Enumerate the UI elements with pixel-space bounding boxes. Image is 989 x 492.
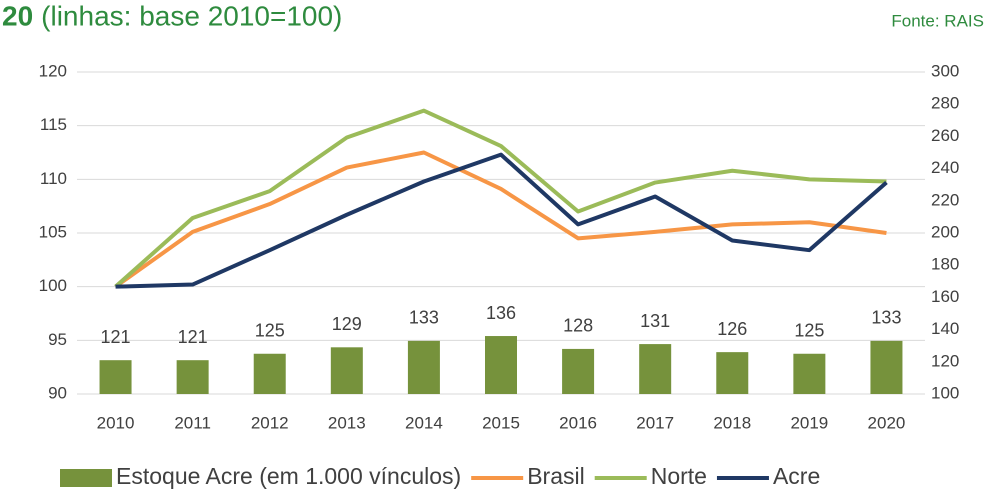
x-tick-label: 2015	[482, 413, 520, 432]
y-tick-label: 95	[48, 330, 67, 349]
bar	[870, 340, 903, 394]
bar	[99, 360, 132, 394]
data-label: 133	[871, 308, 901, 328]
legend-label: Acre	[773, 463, 820, 489]
x-tick-label: 2011	[174, 413, 211, 432]
data-label: 126	[717, 319, 747, 339]
data-label: 136	[486, 303, 516, 323]
x-tick-label: 2012	[251, 413, 289, 432]
y-tick-label: 110	[40, 169, 67, 188]
y2-tick-label: 200	[931, 222, 959, 241]
bar	[716, 352, 749, 394]
line	[115, 152, 888, 289]
x-tick-label: 2018	[713, 413, 751, 432]
y2-tick-label: 160	[931, 287, 959, 306]
chart-title-bold: 20	[2, 0, 33, 31]
bar	[793, 353, 826, 394]
bar	[330, 347, 363, 394]
data-label: 121	[101, 327, 131, 347]
line	[114, 150, 887, 289]
data-label: 129	[332, 314, 362, 334]
line	[114, 108, 887, 289]
bar	[407, 340, 440, 394]
y-tick-label: 120	[39, 61, 67, 80]
chart-title: (linhas: base 2010=100)	[41, 0, 342, 31]
y2-tick-label: 300	[931, 61, 959, 80]
y2-tick-label: 180	[931, 255, 959, 274]
data-label: 125	[255, 321, 285, 341]
legend-label: Estoque Acre (em 1.000 vínculos)	[116, 463, 461, 489]
x-tick-label: 2016	[559, 413, 597, 432]
x-tick-label: 2017	[636, 413, 674, 432]
bar	[639, 344, 672, 394]
x-tick-label: 2019	[790, 413, 828, 432]
y-tick-label: 90	[48, 383, 67, 402]
y2-tick-label: 280	[931, 94, 959, 113]
y2-tick-label: 120	[931, 351, 959, 370]
bar	[562, 348, 595, 394]
bar	[485, 336, 517, 394]
data-label: 125	[794, 321, 824, 341]
x-tick-label: 2013	[328, 413, 366, 432]
legend-swatch	[60, 469, 112, 487]
y2-tick-label: 240	[931, 158, 959, 177]
x-tick-label: 2010	[97, 413, 135, 432]
y-tick-label: 105	[39, 222, 67, 241]
y2-tick-label: 220	[931, 190, 959, 209]
y2-tick-label: 140	[931, 319, 959, 338]
source: Fonte: RAIS	[891, 11, 984, 30]
y2-tick-label: 100	[931, 383, 959, 402]
x-tick-label: 2020	[868, 413, 906, 432]
bar	[253, 353, 286, 394]
data-label: 128	[563, 316, 593, 336]
y2-tick-label: 260	[931, 126, 959, 145]
data-label: 133	[409, 308, 439, 328]
legend-label: Norte	[651, 463, 707, 489]
x-tick-label: 2014	[405, 413, 443, 432]
data-label: 131	[640, 311, 670, 331]
y-tick-label: 100	[39, 276, 67, 295]
legend-label: Brasil	[527, 463, 585, 489]
y-tick-label: 115	[40, 115, 67, 134]
data-label: 121	[178, 327, 208, 347]
bar	[176, 360, 209, 394]
